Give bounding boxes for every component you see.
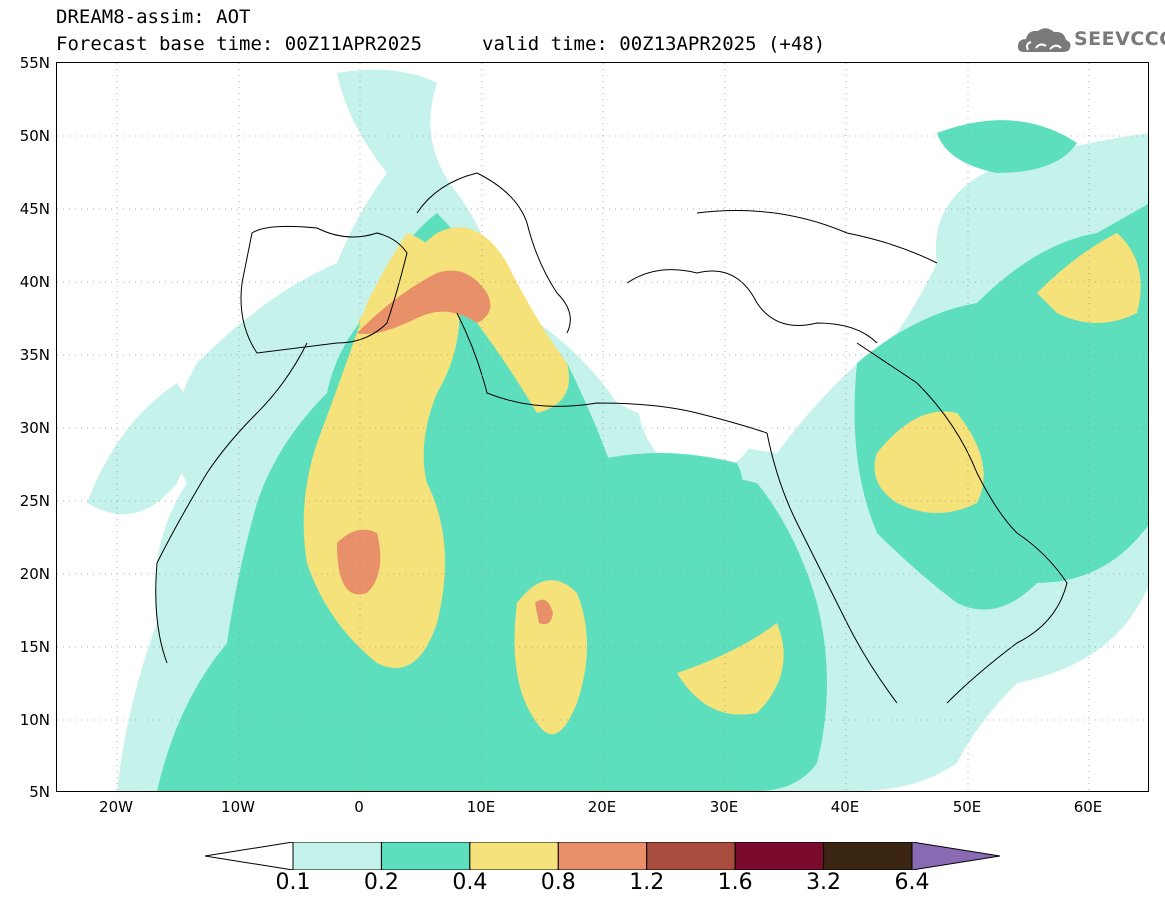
colorbar-label: 1.2 xyxy=(629,870,665,895)
colorbar-label: 1.6 xyxy=(717,870,753,895)
lon-label: 20E xyxy=(587,798,617,816)
colorbar-under-triangle xyxy=(205,842,294,870)
aot-band-high-chad xyxy=(514,580,587,735)
colorbar-label: 3.2 xyxy=(806,870,842,895)
cloud-icon xyxy=(1017,28,1071,52)
lon-label: 10E xyxy=(466,798,496,816)
lon-label: 40E xyxy=(830,798,860,816)
aot-band-veryhigh-chad xyxy=(535,599,553,625)
lat-label: 50N xyxy=(19,127,50,145)
lat-label: 55N xyxy=(19,54,50,72)
colorbar-label: 6.4 xyxy=(894,870,930,895)
aot-band-high-sudan xyxy=(677,623,784,715)
aot-band-high-mediterranean xyxy=(357,227,569,413)
lon-label: 10W xyxy=(221,798,255,816)
colorbar-label: 0.4 xyxy=(452,870,488,895)
aot-band-light-atlantic xyxy=(87,383,192,515)
colorbar-label: 0.2 xyxy=(363,870,399,895)
aot-map xyxy=(56,62,1149,792)
colorbar-segment xyxy=(646,842,736,870)
coastlines xyxy=(155,172,1068,704)
colorbar-segment xyxy=(292,842,382,870)
lon-label: 50E xyxy=(952,798,982,816)
lat-label: 10N xyxy=(19,711,50,729)
lat-label: 45N xyxy=(19,200,50,218)
lat-label: 25N xyxy=(19,492,50,510)
colorbar-over-triangle xyxy=(911,842,1000,870)
colorbar-segment xyxy=(557,842,648,870)
lat-label: 15N xyxy=(19,638,50,656)
lat-label: 40N xyxy=(19,273,50,291)
colorbar-segment xyxy=(469,842,559,870)
aot-band-medium-caspian xyxy=(937,120,1077,173)
valid-time: valid time: 00Z13APR2025 (+48) xyxy=(482,33,826,55)
aot-band-veryhigh-med xyxy=(357,270,491,334)
aot-band-high-iran xyxy=(1037,233,1141,323)
seevccc-logo: SEEVCCC xyxy=(1016,24,1165,58)
colorbar-segment xyxy=(380,842,471,870)
lat-label: 5N xyxy=(29,783,50,801)
forecast-base-time: Forecast base time: 00Z11APR2025 xyxy=(56,33,423,55)
aot-band-medium-egypt xyxy=(587,453,743,523)
aot-band-veryhigh-sahara xyxy=(337,529,381,595)
colorbar-label: 0.8 xyxy=(540,870,576,895)
lat-label: 30N xyxy=(19,419,50,437)
graticule xyxy=(57,63,1148,791)
logo-text: SEEVCCC xyxy=(1074,28,1165,50)
lat-label: 35N xyxy=(19,346,50,364)
map-canvas xyxy=(57,63,1148,791)
lon-label: 20W xyxy=(99,798,133,816)
aot-band-high-iraq xyxy=(874,411,984,513)
colorbar xyxy=(205,842,1000,870)
aot-band-medium xyxy=(157,213,827,791)
lon-label: 0 xyxy=(354,798,364,816)
colorbar-segment xyxy=(734,842,825,870)
lon-label: 30E xyxy=(709,798,739,816)
lon-label: 60E xyxy=(1073,798,1103,816)
colorbar-label: 0.1 xyxy=(275,870,311,895)
map-title: DREAM8-assim: AOT xyxy=(56,6,251,28)
lat-label: 20N xyxy=(19,565,50,583)
aot-field xyxy=(87,69,1148,791)
colorbar-segment xyxy=(823,842,913,870)
